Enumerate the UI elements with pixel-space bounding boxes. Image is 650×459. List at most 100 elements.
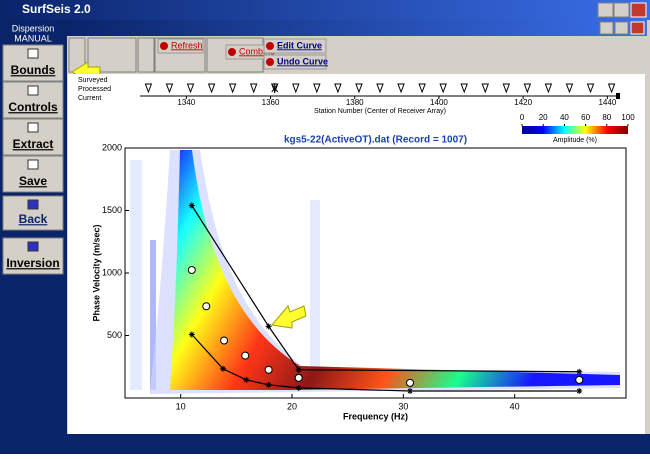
bound-point <box>243 376 250 383</box>
colorbar-tick-label: 60 <box>581 113 590 122</box>
y-tick-label: 1500 <box>102 205 122 215</box>
sidebar-button-icon <box>27 159 39 170</box>
inner-close[interactable] <box>630 21 645 35</box>
pick-point <box>406 378 415 387</box>
toolbar-label: Undo Curve <box>277 56 328 66</box>
station-legend: Surveyed <box>78 77 108 84</box>
pick-point <box>241 351 250 360</box>
bound-point <box>576 368 583 375</box>
colorbar-tick-label: 20 <box>539 113 548 122</box>
sidebar-button-icon <box>27 122 39 133</box>
toolbar-button[interactable] <box>263 54 327 70</box>
sidebar-button-label: Inversion <box>6 256 59 270</box>
bound-point <box>407 388 414 394</box>
close[interactable] <box>630 2 647 18</box>
y-tick-label: 500 <box>107 330 122 340</box>
pick-point <box>202 302 211 311</box>
pick-point <box>264 365 273 374</box>
bound-line <box>191 205 580 373</box>
sidebar-button-label: Extract <box>13 137 54 151</box>
station-marker <box>439 83 447 94</box>
x-tick-label: 20 <box>287 401 297 411</box>
sidebar-button-icon <box>27 48 39 59</box>
station-marker <box>355 83 363 94</box>
y-tick-label: 2000 <box>102 142 122 152</box>
colorbar-tick-label: 40 <box>560 113 569 122</box>
bound-point <box>576 388 583 394</box>
toolbar-button[interactable] <box>157 38 204 54</box>
pick-point <box>294 373 303 382</box>
chart-title: kgs5-22(ActiveOT).dat (Record = 1007) <box>284 135 467 146</box>
toolbar-button[interactable] <box>263 38 327 54</box>
sidebar-mode: MANUAL <box>14 33 52 43</box>
pick-point <box>220 336 229 345</box>
station-marker <box>523 83 532 94</box>
inner-restore[interactable] <box>614 21 629 35</box>
colorbar <box>522 126 628 134</box>
station-marker <box>292 83 300 94</box>
inner-minimize[interactable] <box>599 21 614 35</box>
sidebar-button-label: Back <box>19 212 48 226</box>
colorbar-tick-label: 100 <box>621 113 635 122</box>
sidebar-button-label: Bounds <box>11 63 56 77</box>
station-marker <box>165 83 174 94</box>
x-tick-label: 1420 <box>514 98 532 107</box>
toolbar-icon <box>160 42 168 50</box>
station-marker <box>207 83 216 94</box>
sidebar-button-label: Save <box>19 174 47 188</box>
inner-title-bar <box>67 20 647 36</box>
bound-point <box>188 202 195 209</box>
colorbar-tick-label: 80 <box>602 113 611 122</box>
colorbar-label: Amplitude (%) <box>553 137 597 144</box>
x-tick-label: 1440 <box>598 98 616 107</box>
station-marker <box>334 83 342 94</box>
current-marker <box>271 83 279 93</box>
station-marker <box>376 83 384 94</box>
station-marker <box>481 83 489 94</box>
toolbar-icon <box>228 48 236 56</box>
toolbar-label: Edit Curve <box>277 40 322 50</box>
bound-point <box>295 366 302 373</box>
x-tick-label: 40 <box>510 401 520 411</box>
x-tick-label: 30 <box>398 401 408 411</box>
station-marker <box>565 83 574 94</box>
x-tick-label: 10 <box>176 401 186 411</box>
x-tick-label: 1360 <box>262 98 280 107</box>
y-axis-label: Phase Velocity (m/sec) <box>91 224 101 321</box>
x-tick-label: 1400 <box>430 98 448 107</box>
station-marker <box>544 83 553 94</box>
sidebar-header: Dispersion <box>12 23 55 33</box>
station-marker <box>418 83 426 94</box>
minimize[interactable] <box>597 2 614 18</box>
window-controls[interactable] <box>597 2 647 18</box>
toolbar-icon <box>266 42 274 50</box>
station-marker <box>144 83 153 94</box>
pointer-arrow <box>271 304 307 329</box>
toolbar-icon <box>266 58 274 66</box>
station-marker <box>228 83 237 94</box>
toolbar-group <box>87 37 137 73</box>
station-legend: Processed <box>78 86 111 93</box>
station-marker <box>397 83 405 94</box>
station-axis-end <box>616 93 620 99</box>
station-marker <box>249 83 258 94</box>
maximize[interactable] <box>613 2 630 18</box>
bound-point <box>295 384 302 391</box>
toolbar-label: Combine <box>239 46 275 56</box>
title-bar <box>0 0 650 20</box>
bound-point <box>265 381 272 388</box>
sidebar-button-icon <box>27 199 39 210</box>
y-tick-label: 1000 <box>102 267 122 277</box>
station-legend: Current <box>78 95 101 102</box>
station-marker <box>460 83 468 94</box>
station-marker <box>186 83 195 94</box>
x-tick-label: 1380 <box>346 98 364 107</box>
window-title: SurfSeis 2.0 <box>22 2 91 16</box>
toolbar-group <box>137 37 155 73</box>
colorbar-tick-label: 0 <box>520 113 525 122</box>
dispersion-image <box>130 150 620 394</box>
pick-point <box>575 375 584 384</box>
pick-point <box>187 266 196 274</box>
